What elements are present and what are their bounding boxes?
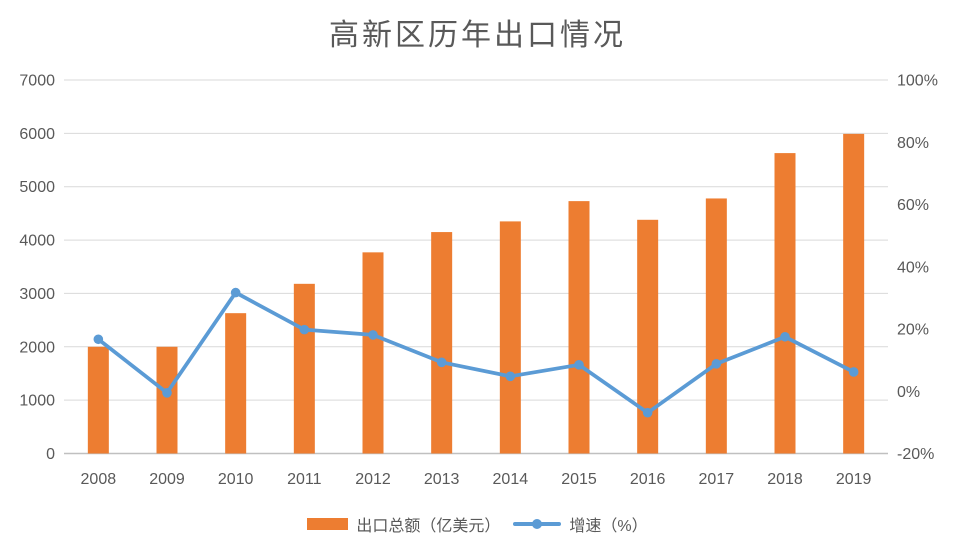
bar-2019 [843, 133, 865, 454]
y-left-tick-label: 7000 [19, 73, 55, 90]
y-right-tick-label: 20% [897, 322, 929, 339]
x-tick-label: 2017 [699, 471, 735, 488]
bar-2011 [293, 283, 315, 454]
line-marker-2019 [848, 367, 859, 377]
bar-series-swatch [307, 518, 349, 530]
y-right-tick-label: 60% [897, 197, 929, 214]
x-tick-label: 2009 [149, 471, 185, 488]
line-marker-2012 [368, 330, 378, 340]
legend-item-growth: 增速（%） [513, 512, 648, 536]
y-left-tick-label: 0 [46, 446, 55, 463]
x-tick-label: 2013 [424, 471, 460, 488]
line-marker-2016 [642, 407, 653, 418]
y-left-tick-label: 2000 [19, 339, 55, 356]
x-tick-label: 2010 [218, 471, 254, 488]
y-left-tick-label: 6000 [19, 126, 55, 143]
bar-2008 [87, 346, 109, 454]
x-tick-label: 2012 [355, 471, 391, 488]
line-swatch-marker-icon [532, 519, 543, 529]
bar-2010 [225, 313, 247, 454]
x-tick-label: 2016 [630, 471, 666, 488]
line-marker-2013 [436, 357, 447, 368]
bar-2012 [362, 252, 384, 454]
legend-item-exports: 出口总额（亿美元） [307, 512, 500, 536]
bar-2013 [431, 232, 453, 454]
y-left-tick-label: 4000 [19, 233, 55, 250]
y-right-tick-label: -20% [897, 446, 934, 463]
x-tick-label: 2014 [493, 471, 529, 488]
chart-title: 高新区历年出口情况 [329, 18, 626, 53]
line-marker-2017 [711, 359, 722, 369]
line-marker-2018 [780, 331, 790, 342]
y-right-tick-label: 0% [897, 384, 920, 401]
growth-line [96, 290, 856, 415]
y-right-tick-label: 100% [897, 73, 938, 90]
line-marker-2015 [574, 359, 584, 370]
line-marker-2011 [299, 324, 310, 335]
bar-series-label: 出口总额（亿美元） [356, 518, 501, 535]
y-left-tick-label: 5000 [19, 179, 55, 196]
y-right-tick-label: 40% [897, 259, 929, 276]
legend: 出口总额（亿美元） 增速（%） [0, 512, 955, 536]
bar-2016 [637, 219, 659, 454]
x-tick-label: 2008 [81, 471, 117, 488]
x-tick-label: 2018 [767, 471, 803, 488]
y-right-tick-label: 80% [897, 135, 929, 152]
line-marker-2008 [93, 334, 104, 345]
bar-2018 [774, 153, 796, 454]
line-marker-2010 [230, 287, 241, 298]
line-series-swatch [513, 518, 562, 530]
line-series-label: 增速（%） [569, 518, 648, 535]
x-tick-label: 2011 [287, 471, 322, 488]
y-left-tick-label: 1000 [19, 393, 55, 410]
x-tick-label: 2015 [561, 471, 597, 488]
y-left-tick-label: 3000 [19, 286, 55, 303]
bar-2014 [499, 221, 521, 454]
line-marker-2009 [162, 388, 172, 398]
x-tick-label: 2019 [836, 471, 872, 488]
bar-2015 [568, 201, 590, 454]
line-marker-2014 [505, 371, 516, 382]
bar-2009 [156, 346, 178, 454]
bar-2017 [705, 198, 727, 454]
